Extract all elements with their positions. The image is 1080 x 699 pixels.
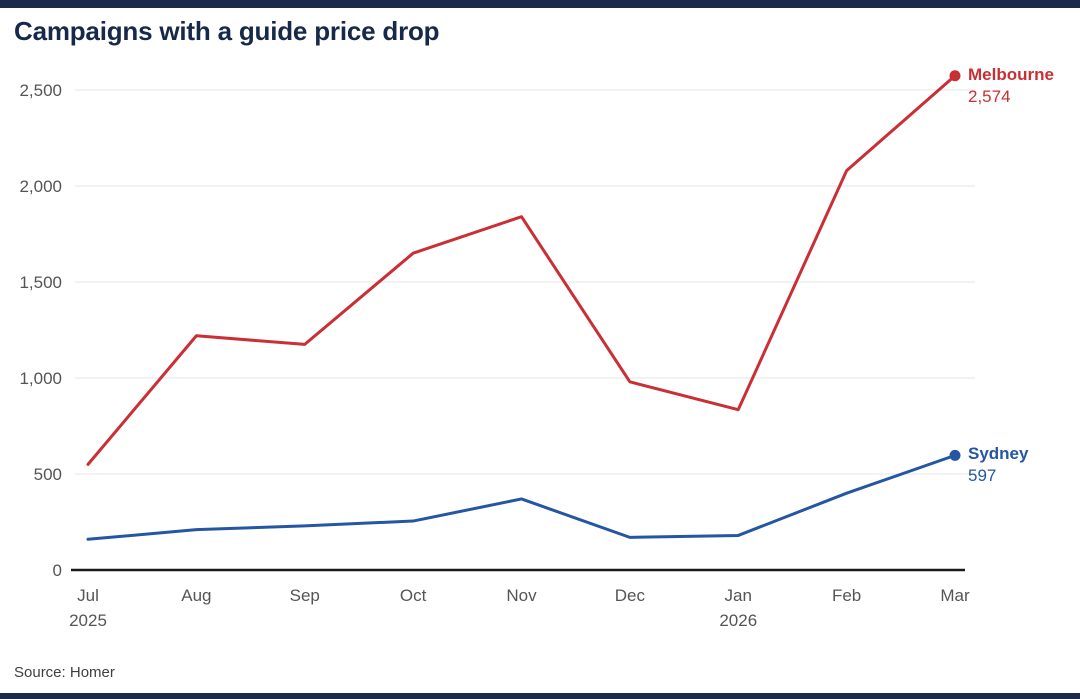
y-tick-label: 2,500 [19, 81, 62, 100]
x-tick-label: Dec [615, 586, 646, 605]
x-tick-label: Jan [725, 586, 752, 605]
series-value-sydney: 597 [968, 466, 997, 486]
x-tick-year-label: 2026 [719, 611, 757, 630]
x-tick-label: Oct [400, 586, 427, 605]
series-line-melbourne [86, 74, 957, 466]
x-tick-label: Nov [506, 586, 537, 605]
x-tick-label: Sep [290, 586, 320, 605]
series-line-sydney [86, 453, 957, 541]
series-name-melbourne: Melbourne [968, 64, 1054, 84]
series-name-sydney: Sydney [968, 444, 1029, 464]
series-label-sydney: Sydney 597 [968, 443, 1028, 487]
series-end-dot-melbourne [949, 70, 961, 82]
y-tick-label: 1,500 [19, 273, 62, 292]
source-caption: Source: Homer [14, 664, 115, 681]
series-end-dot-sydney [949, 449, 961, 461]
series-label-melbourne: Melbourne 2,574 [968, 64, 1054, 108]
line-chart: 0 500 1,000 1,500 2,000 2,500 Jul 2025 Aug Sep Oct… [19, 70, 975, 630]
x-tick-label: Aug [181, 586, 211, 605]
x-tick-year-label: 2025 [69, 611, 107, 630]
top-accent-bar [0, 0, 1080, 8]
x-tick-label: Mar [940, 586, 970, 605]
y-tick-label: 500 [34, 465, 62, 484]
x-tick-label: Feb [832, 586, 861, 605]
bottom-accent-bar [0, 693, 1080, 699]
y-tick-label: 2,000 [19, 177, 62, 196]
y-tick-label: 0 [53, 561, 62, 580]
series-value-melbourne: 2,574 [968, 86, 1011, 106]
y-tick-label: 1,000 [19, 369, 62, 388]
chart-title: Campaigns with a guide price drop [14, 16, 440, 46]
x-tick-label: Jul [77, 586, 99, 605]
